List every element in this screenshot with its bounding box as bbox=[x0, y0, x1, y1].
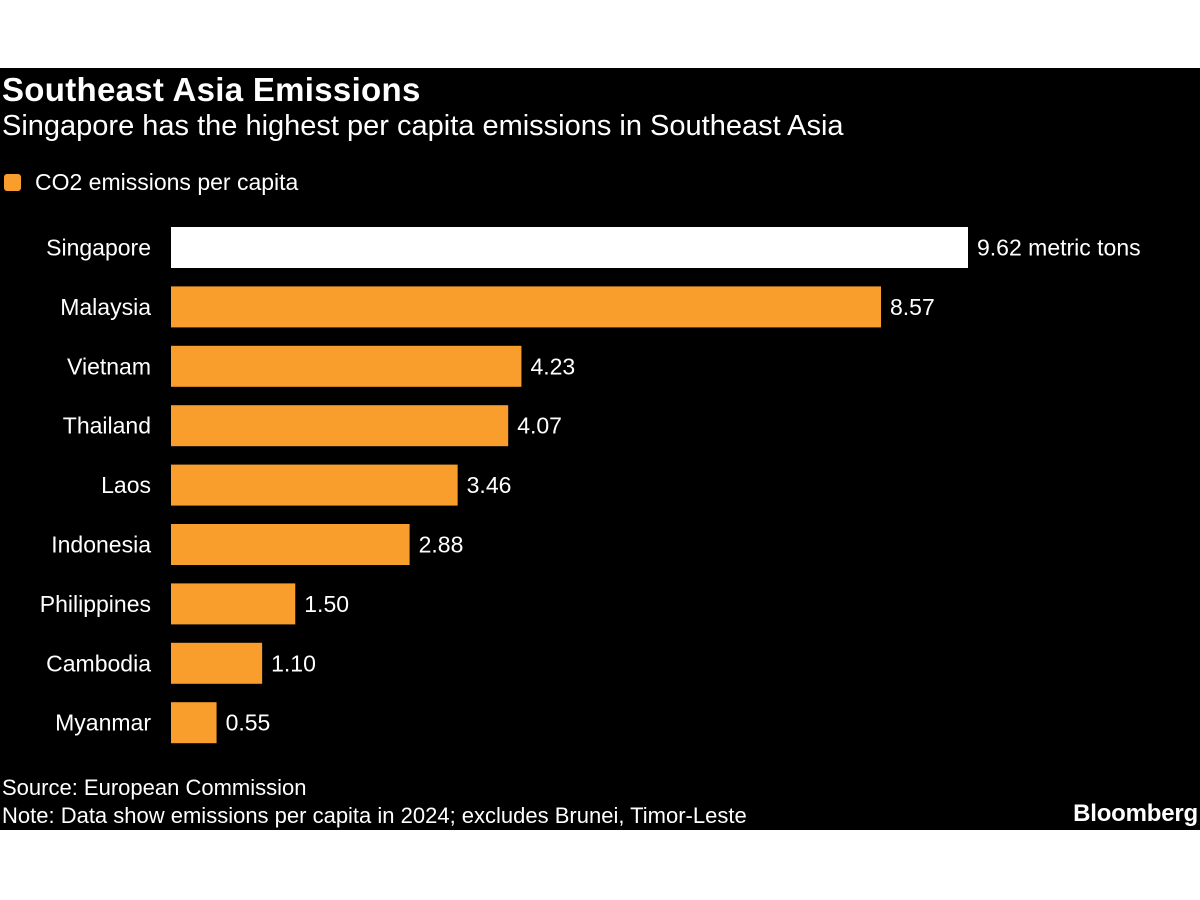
bar-indonesia bbox=[171, 524, 410, 565]
bar-cambodia bbox=[171, 642, 263, 684]
category-label: Laos bbox=[101, 472, 151, 498]
category-label: Indonesia bbox=[51, 532, 151, 558]
category-label: Singapore bbox=[46, 235, 151, 261]
value-label: 1.50 bbox=[304, 591, 349, 617]
value-label: 2.88 bbox=[419, 532, 464, 558]
bar-laos bbox=[171, 464, 458, 506]
bar-thailand bbox=[171, 405, 509, 447]
category-label: Vietnam bbox=[67, 353, 151, 379]
category-label: Thailand bbox=[63, 413, 151, 439]
category-label: Myanmar bbox=[55, 710, 151, 736]
bar-malaysia bbox=[171, 286, 882, 328]
bloomberg-logo: Bloomberg bbox=[1073, 800, 1198, 827]
chart-subtitle: Singapore has the highest per capita emi… bbox=[2, 110, 844, 142]
value-label: 4.23 bbox=[530, 353, 575, 379]
bar-philippines bbox=[171, 583, 296, 625]
value-label: 9.62 metric tons bbox=[977, 235, 1141, 261]
value-label: 1.10 bbox=[271, 650, 316, 676]
value-label: 0.55 bbox=[226, 710, 271, 736]
value-label: 4.07 bbox=[517, 413, 562, 439]
bar-vietnam bbox=[171, 345, 522, 387]
bar-myanmar bbox=[171, 702, 217, 744]
chart-panel: Southeast Asia Emissions Singapore has t… bbox=[0, 68, 1200, 830]
value-label: 3.46 bbox=[467, 472, 512, 498]
value-label: 8.57 bbox=[890, 294, 935, 320]
bar-singapore bbox=[171, 227, 968, 268]
chart-title: Southeast Asia Emissions bbox=[2, 71, 421, 108]
legend-label: CO2 emissions per capita bbox=[35, 169, 299, 195]
category-label: Malaysia bbox=[60, 294, 151, 320]
category-label: Philippines bbox=[40, 591, 151, 617]
bar-chart: Singapore 9.62 metric tons Malaysia 8.57 Vie… bbox=[40, 227, 1141, 744]
note-text: Note: Data show emissions per capita in … bbox=[2, 803, 747, 828]
source-text: Source: European Commission bbox=[2, 775, 307, 800]
legend-swatch bbox=[4, 174, 21, 191]
legend: CO2 emissions per capita bbox=[4, 169, 298, 196]
category-label: Cambodia bbox=[46, 650, 151, 676]
